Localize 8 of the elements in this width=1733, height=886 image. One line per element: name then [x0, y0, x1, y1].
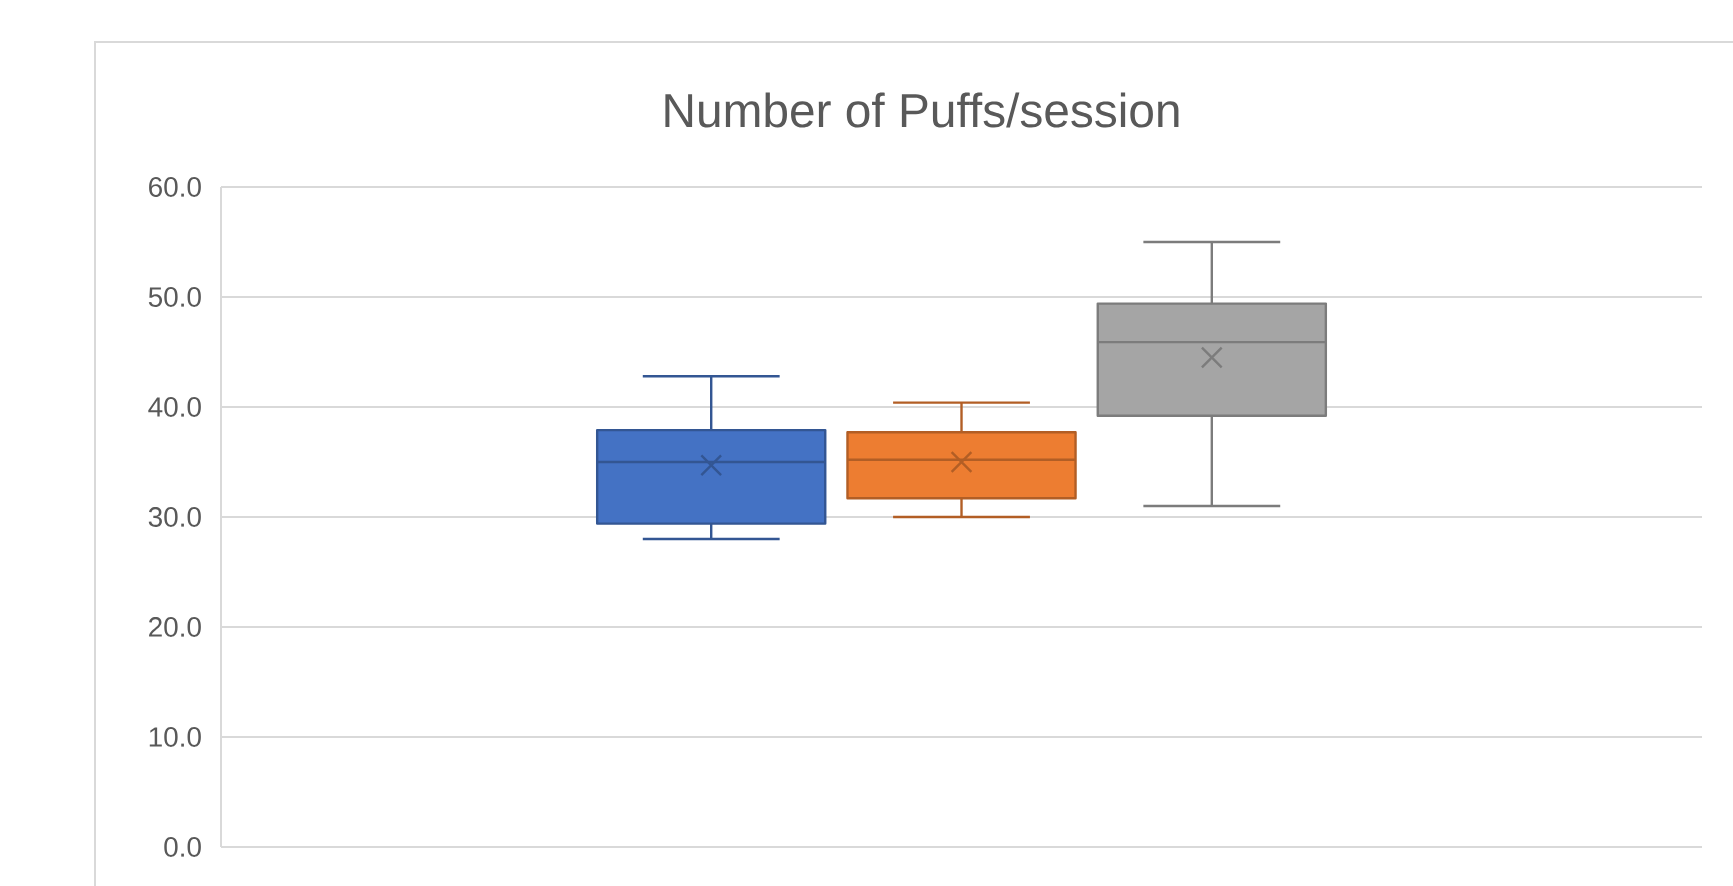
y-tick-label: 50.0 [148, 287, 201, 307]
y-tick-label: 40.0 [148, 397, 201, 417]
y-tick-label: 0.0 [164, 837, 201, 857]
y-tick-label: 10.0 [149, 727, 201, 747]
y-tick-label: 60.0 [149, 177, 201, 197]
chart-title: Number of Puffs/session [665, 92, 1179, 128]
y-tick-label: 20.0 [149, 617, 201, 637]
y-tick-label: 30.0 [148, 507, 201, 527]
